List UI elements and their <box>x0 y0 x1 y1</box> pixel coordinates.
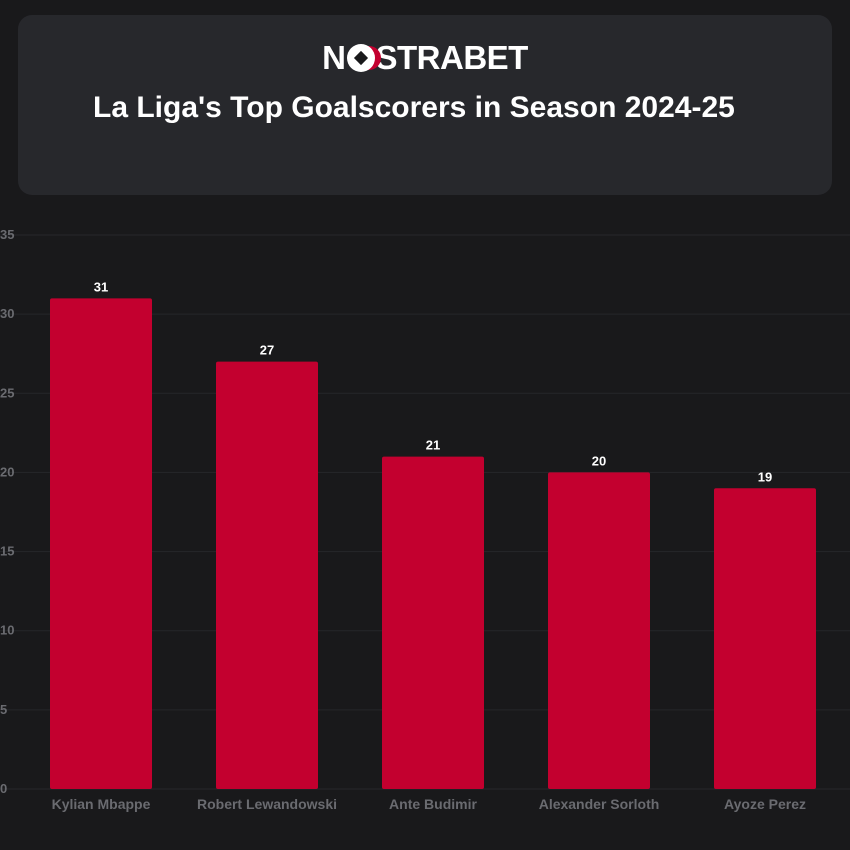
y-tick-label: 0 <box>0 781 7 796</box>
bar <box>548 472 650 789</box>
data-label: 31 <box>94 279 108 294</box>
y-tick-label: 20 <box>0 464 14 479</box>
football-icon <box>346 44 375 72</box>
nostrabet-logo: N STRABET <box>18 39 832 77</box>
data-label: 19 <box>758 469 772 484</box>
bar <box>216 361 318 789</box>
y-tick-label: 10 <box>0 623 14 638</box>
x-tick-label: Alexander Sorloth <box>539 796 660 812</box>
bar <box>714 488 816 789</box>
data-label: 21 <box>426 438 440 453</box>
bar <box>50 298 152 789</box>
logo-text-right: STRABET <box>375 39 529 76</box>
data-label: 20 <box>592 453 606 468</box>
y-tick-label: 5 <box>0 702 7 717</box>
x-tick-label: Ayoze Perez <box>724 796 806 812</box>
y-tick-label: 25 <box>0 385 14 400</box>
x-tick-label: Ante Budimir <box>389 796 477 812</box>
bar <box>382 456 484 789</box>
y-tick-label: 35 <box>0 227 14 242</box>
header-card: N STRABET La Liga's Top Goalscorers in S… <box>18 15 832 195</box>
y-tick-label: 15 <box>0 544 14 559</box>
data-label: 27 <box>260 343 274 358</box>
x-tick-label: Kylian Mbappe <box>52 796 151 812</box>
y-tick-label: 30 <box>0 306 14 321</box>
logo-text-left: N <box>322 39 346 76</box>
bar-chart: 0 5 10 15 20 25 30 35 31 Kylian Mbappe 27 Robert Le… <box>0 227 850 812</box>
x-tick-label: Robert Lewandowski <box>197 796 337 812</box>
chart-title: La Liga's Top Goalscorers in Season 2024… <box>93 91 735 124</box>
